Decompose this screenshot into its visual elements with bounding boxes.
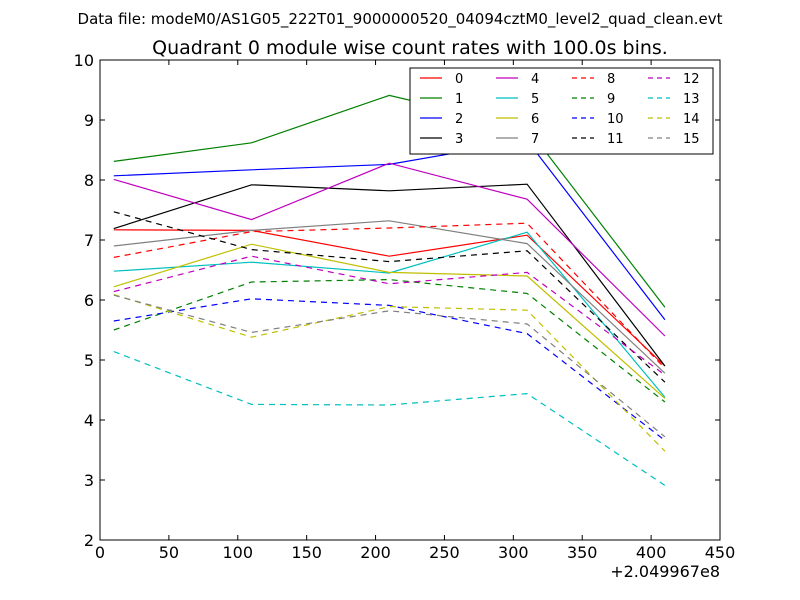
- legend-label-7: 7: [531, 132, 539, 147]
- x-tick-label: 300: [498, 543, 529, 562]
- series-line-1: [113, 94, 666, 308]
- legend-label-4: 4: [531, 72, 539, 87]
- y-tick-label: 8: [84, 171, 94, 190]
- series-line-13: [113, 351, 666, 486]
- y-tick-label: 7: [84, 231, 94, 250]
- x-tick-label: 250: [429, 543, 460, 562]
- series-layer: [113, 94, 666, 486]
- series-line-11: [113, 211, 666, 383]
- y-tick-label: 4: [84, 411, 94, 430]
- legend-label-1: 1: [455, 92, 463, 107]
- legend-label-13: 13: [683, 92, 700, 107]
- series-line-12: [113, 255, 666, 376]
- y-tick-label: 2: [84, 531, 94, 550]
- series-line-10: [113, 298, 666, 441]
- legend-label-14: 14: [683, 112, 700, 127]
- x-tick-label: 0: [95, 543, 105, 562]
- suptitle: Data file: modeM0/AS1G05_222T01_90000005…: [78, 10, 723, 29]
- y-tick-label: 10: [74, 51, 94, 70]
- legend-label-8: 8: [607, 72, 615, 87]
- chart-title: Quadrant 0 module wise count rates with …: [152, 37, 668, 59]
- x-tick-label: 200: [360, 543, 391, 562]
- x-tick-label: 350: [567, 543, 598, 562]
- legend-label-3: 3: [455, 132, 463, 147]
- y-tick-label: 6: [84, 291, 94, 310]
- x-tick-label: 400: [636, 543, 667, 562]
- series-line-15: [113, 294, 666, 438]
- y-tick-label: 9: [84, 111, 94, 130]
- x-offset-label: +2.049967e8: [610, 562, 720, 581]
- legend-box: [409, 67, 714, 155]
- legend-label-12: 12: [683, 72, 700, 87]
- series-line-8: [113, 222, 666, 369]
- series-line-14: [113, 294, 666, 452]
- x-tick-label: 50: [159, 543, 179, 562]
- x-tick-label: 450: [705, 543, 736, 562]
- legend-label-15: 15: [683, 132, 700, 147]
- legend-label-11: 11: [607, 132, 624, 147]
- series-line-0: [113, 229, 666, 367]
- x-tick-label: 100: [223, 543, 254, 562]
- legend-label-10: 10: [607, 112, 624, 127]
- legend-label-5: 5: [531, 92, 539, 107]
- series-line-6: [113, 243, 666, 399]
- series-line-7: [113, 220, 666, 374]
- y-tick-label: 5: [84, 351, 94, 370]
- series-line-2: [113, 139, 666, 321]
- series-line-4: [113, 162, 666, 337]
- legend-label-0: 0: [455, 72, 463, 87]
- x-tick-label: 150: [291, 543, 322, 562]
- legend-label-9: 9: [607, 92, 615, 107]
- legend-label-6: 6: [531, 112, 539, 127]
- y-tick-label: 3: [84, 471, 94, 490]
- legend-label-2: 2: [455, 112, 463, 127]
